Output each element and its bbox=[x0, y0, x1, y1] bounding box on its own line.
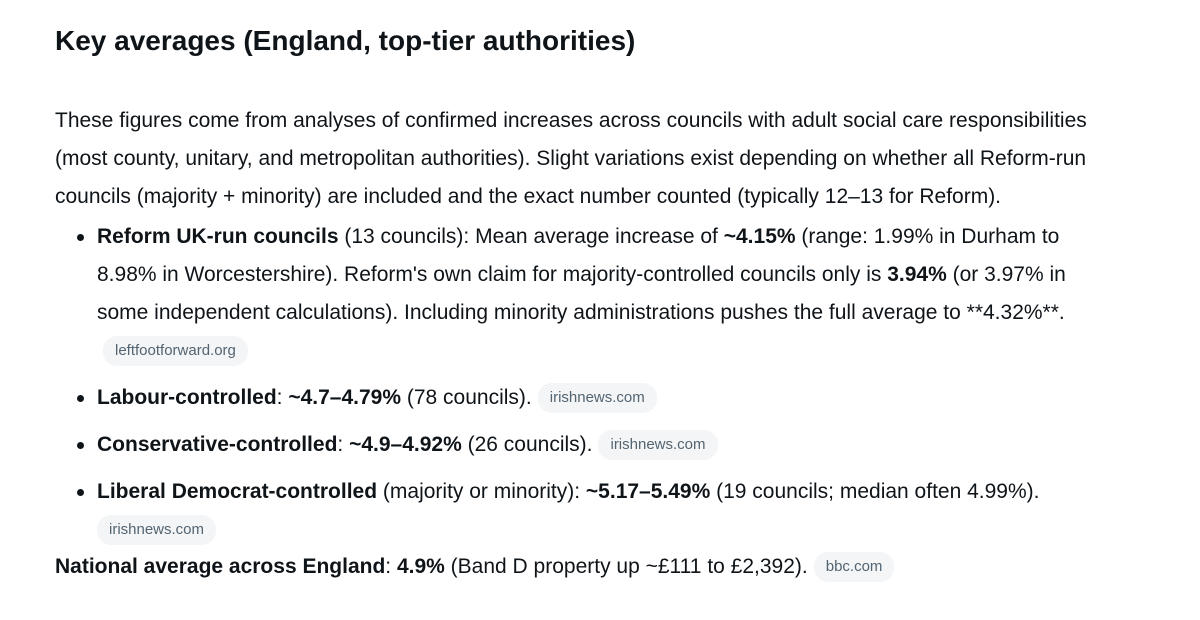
item-text: (26 councils). bbox=[461, 433, 593, 456]
list-item-labour: Labour-controlled: ~4.7–4.79% (78 counci… bbox=[77, 379, 1117, 417]
list-item-conservative: Conservative-controlled: ~4.9–4.92% (26 … bbox=[77, 426, 1117, 464]
list-item-reform: Reform UK-run councils (13 councils): Me… bbox=[77, 218, 1117, 370]
intro-paragraph: These figures come from analyses of conf… bbox=[55, 109, 1087, 208]
national-average-line: National average across England: 4.9% (B… bbox=[55, 548, 1120, 586]
averages-list: Reform UK-run councils (13 councils): Me… bbox=[55, 218, 1120, 549]
national-text: (Band D property up ~£111 to £2,392). bbox=[444, 555, 808, 578]
item-party-label: Liberal Democrat-controlled bbox=[97, 480, 378, 503]
list-item-libdem: Liberal Democrat-controlled (majority or… bbox=[77, 473, 1117, 549]
national-label: National average across England bbox=[55, 555, 386, 578]
item-text: (13 councils): Mean average increase of bbox=[338, 225, 724, 248]
item-text: : bbox=[276, 386, 289, 409]
item-claim-value: 3.94% bbox=[887, 263, 947, 286]
item-text: (78 councils). bbox=[401, 386, 532, 409]
item-text: (19 councils; median often 4.99%). bbox=[710, 480, 1040, 503]
national-value: 4.9% bbox=[396, 555, 445, 578]
source-chip-leftfootforward[interactable]: leftfootforward.org bbox=[103, 336, 248, 366]
item-text: (range: 1.99% in Durham to 8.98% in Worc… bbox=[97, 225, 1060, 286]
item-average-value: ~5.17–5.49% bbox=[585, 480, 711, 503]
national-text: : bbox=[385, 555, 397, 578]
source-chip-irishnews[interactable]: irishnews.com bbox=[537, 383, 657, 413]
source-chip-irishnews[interactable]: irishnews.com bbox=[598, 430, 718, 460]
item-party-label: Labour-controlled bbox=[97, 386, 277, 409]
source-chip-irishnews[interactable]: irishnews.com bbox=[97, 515, 217, 545]
item-text: (or 3.97% in some independent calculatio… bbox=[97, 263, 1066, 324]
source-chip-bbc[interactable]: bbc.com bbox=[813, 552, 895, 582]
item-party-label: Conservative-controlled bbox=[97, 433, 338, 456]
item-text: (majority or minority): bbox=[377, 480, 586, 503]
item-text: : bbox=[337, 433, 350, 456]
item-average-value: ~4.15% bbox=[723, 225, 796, 248]
item-average-value: ~4.9–4.92% bbox=[349, 433, 462, 456]
section-heading: Key averages (England, top-tier authorit… bbox=[55, 25, 636, 56]
item-average-value: ~4.7–4.79% bbox=[288, 386, 402, 409]
item-party-label: Reform UK-run councils bbox=[97, 225, 339, 248]
